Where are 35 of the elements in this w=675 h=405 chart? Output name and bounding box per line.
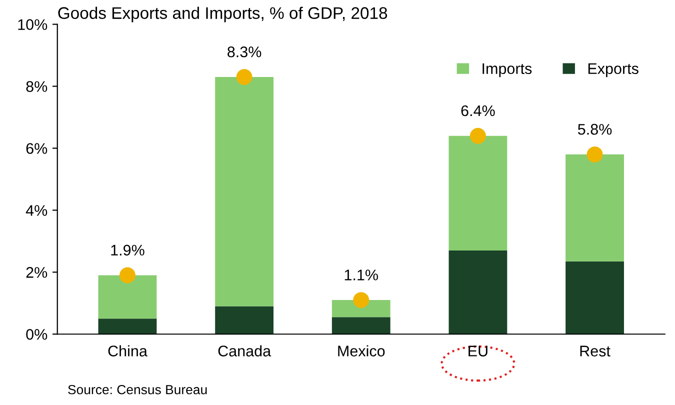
legend-label: Imports xyxy=(482,63,532,78)
bar xyxy=(215,306,274,334)
bar xyxy=(215,76,274,306)
x-tick-label: Rest xyxy=(580,346,610,356)
bar xyxy=(332,317,390,334)
bar xyxy=(98,275,157,319)
x-tick-label: Mexico xyxy=(338,345,385,356)
x-tick-label: Canada xyxy=(218,345,272,356)
data-label: 5.8% xyxy=(578,124,612,135)
data-label: 1.1% xyxy=(344,270,378,280)
y-tick-label: 6% xyxy=(26,143,48,154)
y-tick-label: 8% xyxy=(26,81,48,92)
data-label: 8.3% xyxy=(228,46,262,58)
y-tick-label: 2% xyxy=(26,267,48,278)
chart-title: Goods Exports and Imports, % of GDP, 2018 xyxy=(58,6,388,22)
bar xyxy=(448,250,508,334)
bar xyxy=(566,154,624,262)
data-label: 6.4% xyxy=(461,105,495,116)
point xyxy=(470,128,486,144)
x-tick-label: China xyxy=(108,345,148,356)
y-tick-label: 10% xyxy=(18,19,48,30)
point xyxy=(353,292,370,308)
y-tick-label: 0% xyxy=(26,328,48,340)
bar xyxy=(566,261,624,334)
point xyxy=(586,146,603,162)
source-note: Source: Census Bureau xyxy=(68,384,207,394)
bar xyxy=(332,300,390,318)
x-tick-label: EU xyxy=(468,346,488,356)
data-label: 1.9% xyxy=(111,244,144,256)
bar xyxy=(448,136,508,250)
y-tick-label: 4% xyxy=(26,205,48,216)
point xyxy=(119,267,136,284)
point xyxy=(236,68,252,85)
bar xyxy=(98,318,157,334)
legend-label: Exports xyxy=(588,63,638,78)
